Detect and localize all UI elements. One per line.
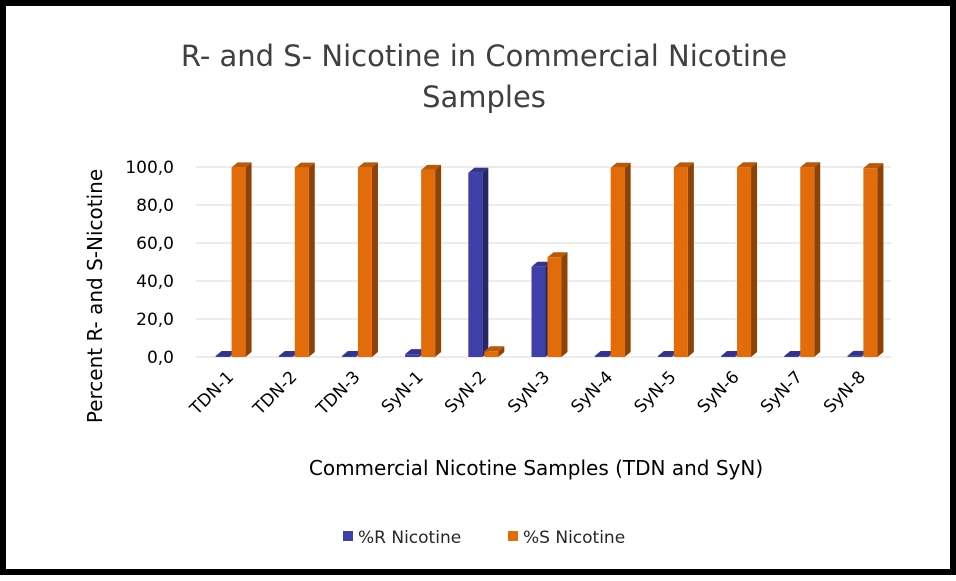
bar	[610, 162, 631, 357]
bar-top	[784, 351, 805, 356]
bar	[468, 167, 489, 357]
bar-front	[405, 354, 420, 357]
y-axis-ticks: 0,0 20,0 40,0 60,0 80,0 100,0	[125, 158, 174, 368]
bar-side	[751, 162, 758, 357]
bar-side	[435, 164, 442, 357]
bar-top	[484, 346, 505, 352]
legend-label-r-nicotine: %R Nicotine	[358, 528, 461, 548]
bar-front	[294, 167, 309, 357]
legend-label-s-nicotine: %S Nicotine	[523, 528, 625, 548]
y-axis-title: Percent R- and S-Nicotine	[83, 169, 107, 423]
bar-front	[594, 356, 609, 357]
bar	[231, 162, 252, 357]
bar-top	[657, 351, 678, 356]
x-axis-ticks: TDN-1 TDN-2 TDN-3 SyN-1 SyN-2 SyN-3 SyN-4 SyN-5…	[186, 367, 870, 419]
legend-swatch-r-nicotine	[343, 531, 353, 541]
x-axis-title: Commercial Nicotine Samples (TDN and SyN…	[309, 456, 763, 480]
bar	[673, 162, 694, 357]
bar-side	[877, 163, 884, 357]
bar-top	[294, 162, 315, 168]
bar-top	[421, 164, 442, 170]
bar-top	[673, 162, 694, 168]
y-tick-label: 80,0	[136, 196, 174, 216]
bar	[357, 162, 378, 357]
bar	[294, 162, 315, 357]
bar-front	[800, 167, 815, 357]
bar-front	[278, 356, 293, 357]
bar-top	[357, 162, 378, 168]
legend: %R Nicotine %S Nicotine	[343, 528, 625, 548]
bar-side	[245, 162, 252, 357]
x-tick-label: SyN-7	[757, 367, 807, 417]
x-tick-label: SyN-2	[441, 367, 491, 417]
bar-front	[737, 167, 752, 357]
bar-top	[610, 162, 631, 168]
x-tick-label: SyN-8	[820, 367, 870, 417]
bar-front	[784, 356, 799, 357]
x-tick-label: SyN-4	[567, 367, 617, 417]
chart-canvas: R- and S- Nicotine in Commercial Nicotin…	[83, 39, 891, 548]
bar	[800, 162, 821, 357]
bar-top	[863, 163, 884, 169]
bar-top	[215, 351, 236, 356]
bar-side	[482, 167, 489, 357]
bar-side	[687, 162, 694, 357]
bar-side	[561, 252, 568, 357]
bar-front	[421, 169, 436, 357]
bar-front	[215, 356, 230, 357]
bar-front	[484, 351, 499, 357]
bar-top	[231, 162, 252, 168]
bar	[547, 252, 568, 357]
bar-top	[468, 167, 489, 173]
bar-front	[547, 257, 562, 357]
bar-top	[594, 351, 615, 356]
bar-side	[624, 162, 631, 357]
bar-front	[847, 355, 862, 357]
bar-top	[278, 351, 299, 356]
bar-front	[531, 266, 546, 357]
bar-side	[371, 162, 378, 357]
bar-front	[468, 172, 483, 357]
bar-top	[341, 351, 362, 356]
bar-front	[610, 167, 625, 357]
bar-top	[547, 252, 568, 258]
y-tick-label: 20,0	[136, 310, 174, 330]
chart-title-line-2: Samples	[422, 80, 546, 114]
x-tick-label: TDN-2	[249, 367, 301, 419]
bar-side	[308, 162, 315, 357]
y-tick-label: 100,0	[125, 158, 174, 178]
y-tick-label: 40,0	[136, 272, 174, 292]
legend-swatch-s-nicotine	[508, 531, 518, 541]
bar-front	[231, 167, 246, 357]
x-tick-label: SyN-1	[378, 367, 428, 417]
x-tick-label: TDN-3	[312, 367, 364, 419]
bar-side	[498, 346, 505, 357]
bar-front	[357, 167, 372, 357]
chart-title-line-1: R- and S- Nicotine in Commercial Nicotin…	[181, 39, 787, 73]
bar-front	[721, 356, 736, 357]
bar	[737, 162, 758, 357]
bar	[863, 163, 884, 357]
y-tick-label: 60,0	[136, 234, 174, 254]
bar	[484, 346, 505, 357]
bar-top	[721, 351, 742, 356]
bars	[215, 162, 884, 357]
bar-side	[814, 162, 821, 357]
bar	[421, 164, 442, 357]
bar-top	[405, 349, 426, 355]
bar-front	[673, 167, 688, 357]
x-tick-label: SyN-6	[694, 367, 744, 417]
bar-top	[847, 350, 868, 356]
bar-top	[737, 162, 758, 168]
bar-top	[800, 162, 821, 168]
bar-top	[531, 261, 552, 267]
bar-front	[341, 356, 356, 357]
bar-front	[657, 356, 672, 357]
x-tick-label: SyN-5	[631, 367, 681, 417]
y-tick-label: 0,0	[147, 348, 174, 368]
x-tick-label: TDN-1	[186, 367, 238, 419]
bar-front	[863, 168, 878, 357]
x-tick-label: SyN-3	[504, 367, 554, 417]
